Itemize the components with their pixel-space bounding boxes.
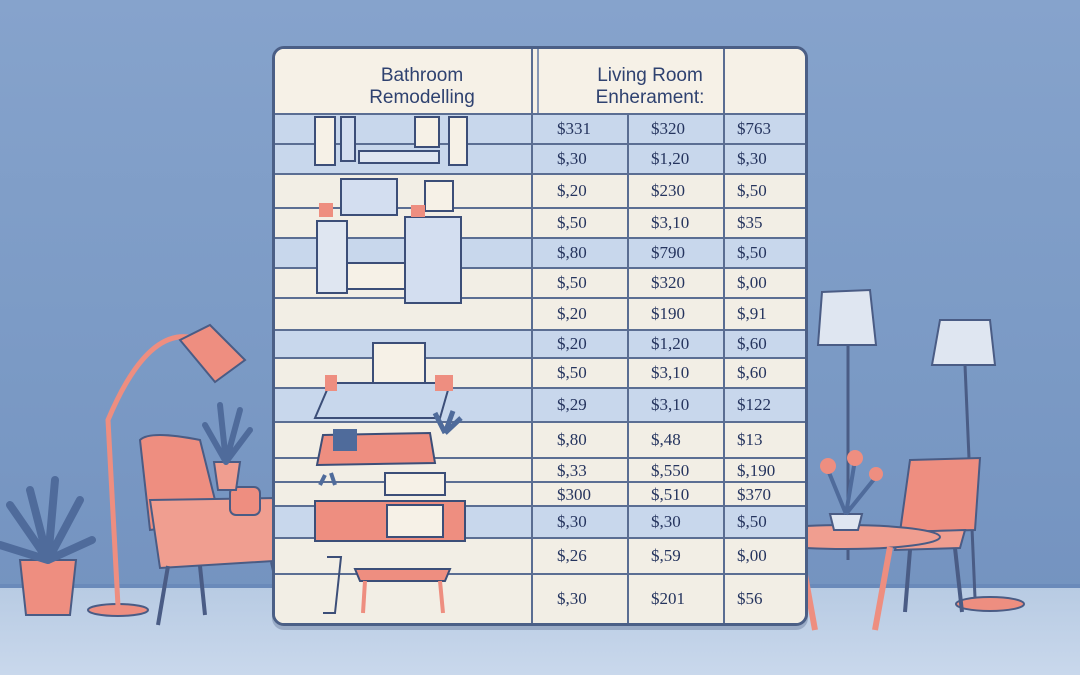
potted-plant-icon: [202, 402, 253, 491]
table-row: $,20 $230 $,50: [275, 173, 805, 207]
price-cell: $1,20: [651, 334, 690, 353]
price-cell: $,30: [557, 512, 587, 531]
table-row: $331 $320 $763: [275, 113, 805, 143]
price-cell: $320: [651, 119, 685, 138]
price-cell: $,50: [557, 213, 587, 232]
bathroom-header-line1: Bathroom: [380, 65, 464, 86]
bathroom-header-line2: Remodelling: [369, 87, 475, 108]
price-cell: $,29: [557, 395, 587, 414]
price-cell: $,30: [737, 149, 767, 168]
price-cell: $,59: [651, 546, 681, 565]
table-row: $300 $,510 $370: [275, 481, 805, 505]
price-cell: $,60: [737, 334, 767, 353]
price-cell: $320: [651, 273, 685, 292]
price-cell: $,00: [737, 546, 767, 565]
table-row: $,29 $3,10 $122: [275, 387, 805, 421]
floor-lamp-icon: [87, 323, 247, 617]
table-row: $,50 $320 $,00: [275, 267, 805, 297]
table-row: $,30 $201 $56: [275, 573, 805, 623]
table-row: $,30 $1,20 $,30: [275, 143, 805, 173]
bathroom-header: Bathroom Remodelling: [347, 65, 497, 109]
table-row: $,80 $790 $,50: [275, 237, 805, 267]
living-room-header: Living Room Enherament:: [575, 65, 725, 109]
table-row: $,50 $3,10 $35: [275, 207, 805, 237]
price-cell: $230: [651, 181, 685, 200]
board-header: Bathroom Remodelling Living Room Enheram…: [275, 49, 805, 113]
price-cell: $,91: [737, 304, 767, 323]
price-board: Bathroom Remodelling Living Room Enheram…: [272, 46, 808, 626]
price-cell: $,20: [557, 334, 587, 353]
price-cell: $,30: [651, 512, 681, 531]
price-cell: $,50: [557, 273, 587, 292]
price-cell: $763: [737, 119, 771, 138]
table-row: $,30 $,30 $,50: [275, 505, 805, 537]
price-cell: $,60: [737, 363, 767, 382]
price-cell: $790: [651, 243, 685, 262]
column-divider: [531, 49, 533, 623]
price-cell: $,20: [557, 304, 587, 323]
price-cell: $,30: [557, 149, 587, 168]
price-cell: $13: [737, 430, 763, 449]
living-header-line2: Enherament:: [595, 87, 705, 108]
price-cell: $,190: [737, 461, 776, 480]
floor-lamp-icon: [930, 319, 1025, 612]
price-cell: $,50: [737, 512, 767, 531]
price-cell: $,50: [557, 363, 587, 382]
price-cell: $370: [737, 485, 771, 504]
price-cell: $300: [557, 485, 591, 504]
table-row: $,26 $,59 $,00: [275, 537, 805, 573]
price-cell: $,26: [557, 546, 587, 565]
price-cell: $3,10: [651, 213, 690, 232]
price-cell: $1,20: [651, 149, 690, 168]
price-cell: $,80: [557, 430, 587, 449]
table-row: $,20 $1,20 $,60: [275, 329, 805, 357]
price-cell: $,510: [651, 485, 690, 504]
living-header-line1: Living Room: [597, 65, 703, 86]
price-cell: $56: [737, 589, 763, 608]
price-cell: $,20: [557, 181, 587, 200]
table-row: $,80 $,48 $13: [275, 421, 805, 457]
price-cell: $,33: [557, 461, 587, 480]
price-cell: $3,10: [651, 395, 690, 414]
price-cell: $,48: [651, 430, 681, 449]
price-cell: $201: [651, 589, 685, 608]
potted-plant-icon: [0, 476, 96, 616]
column-divider: [723, 49, 725, 623]
table-row: $,20 $190 $,91: [275, 297, 805, 329]
price-cell: $35: [737, 213, 763, 232]
price-cell: $190: [651, 304, 685, 323]
table-row: $,50 $3,10 $,60: [275, 357, 805, 387]
price-cell: $122: [737, 395, 771, 414]
price-cell: $,80: [557, 243, 587, 262]
column-divider: [537, 49, 539, 113]
price-cell: $,00: [737, 273, 767, 292]
price-cell: $,550: [651, 461, 690, 480]
table-row: $,33 $,550 $,190: [275, 457, 805, 481]
price-cell: $331: [557, 119, 591, 138]
price-cell: $,30: [557, 589, 587, 608]
price-cell: $,50: [737, 181, 767, 200]
price-cell: $3,10: [651, 363, 690, 382]
column-divider: [627, 113, 629, 623]
price-cell: $,50: [737, 243, 767, 262]
